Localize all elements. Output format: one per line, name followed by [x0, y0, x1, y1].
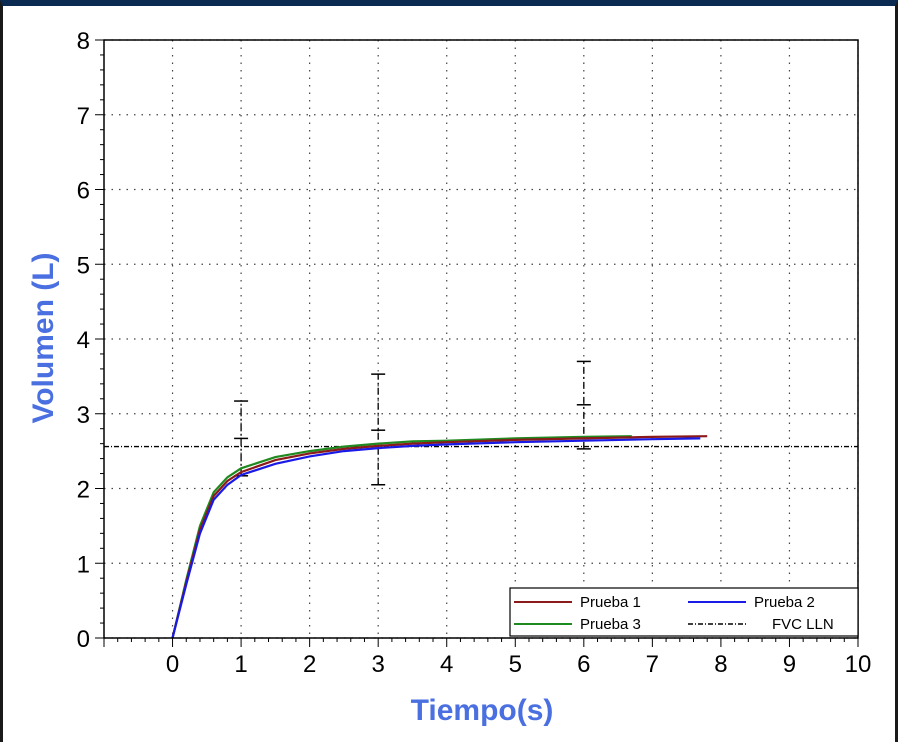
y-tick-label-6: 6 [77, 178, 90, 205]
y-tick-label-5: 5 [77, 252, 90, 279]
x-tick-label-4: 4 [440, 651, 453, 678]
x-tick-label-10: 10 [845, 651, 872, 678]
legend-label-prueba-2: Prueba 2 [754, 594, 815, 611]
y-tick-label-0: 0 [77, 626, 90, 653]
x-tick-label-8: 8 [714, 651, 727, 678]
tick-labels: 0 1 2 3 4 5 6 7 8 9 10 0 1 2 3 4 5 6 7 8 [77, 28, 872, 678]
legend-label-prueba-3: Prueba 3 [580, 616, 641, 633]
x-tick-label-7: 7 [646, 651, 659, 678]
legend-label-prueba-1: Prueba 1 [580, 594, 641, 611]
x-tick-label-0: 0 [166, 651, 179, 678]
x-tick-label-1: 1 [234, 651, 247, 678]
legend: Prueba 1 Prueba 2 Prueba 3 FVC LLN [509, 587, 859, 637]
x-tick-label-9: 9 [783, 651, 796, 678]
x-tick-label-6: 6 [577, 651, 590, 678]
x-tick-label-5: 5 [509, 651, 522, 678]
y-axis-title: Volumen (L) [27, 252, 60, 423]
legend-box [509, 587, 859, 637]
axes [95, 39, 859, 647]
x-tick-label-2: 2 [303, 651, 316, 678]
series-line-prueba-1 [171, 435, 708, 639]
grid-lines [104, 39, 859, 639]
y-tick-label-2: 2 [77, 477, 90, 504]
error-bars [234, 360, 591, 486]
y-tick-label-1: 1 [77, 551, 90, 578]
y-tick-label-7: 7 [77, 103, 90, 130]
y-tick-label-4: 4 [77, 327, 90, 354]
x-tick-label-3: 3 [372, 651, 385, 678]
y-tick-label-3: 3 [77, 402, 90, 429]
y-tick-label-8: 8 [77, 28, 90, 55]
x-axis-title: Tiempo(s) [411, 694, 554, 727]
legend-label-fvc-lln: FVC LLN [772, 616, 834, 633]
series-lines [104, 435, 858, 639]
series-line-prueba-3 [171, 435, 632, 639]
series-line-prueba-2 [171, 437, 701, 639]
